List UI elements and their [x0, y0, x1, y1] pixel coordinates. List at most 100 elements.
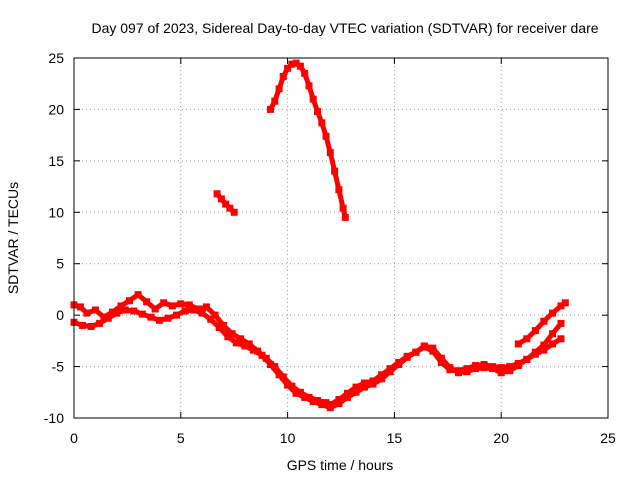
data-point: [288, 60, 296, 68]
data-point: [557, 335, 565, 343]
y-tick-label: 10: [48, 204, 64, 220]
y-tick-label: 20: [48, 101, 64, 117]
chart-title: Day 097 of 2023, Sidereal Day-to-day VTE…: [91, 20, 598, 36]
data-point: [369, 380, 377, 388]
data-point: [420, 342, 428, 350]
x-tick-label: 20: [493, 430, 509, 446]
data-point: [343, 393, 351, 401]
data-point: [177, 300, 185, 308]
data-point: [506, 363, 514, 371]
data-point: [437, 354, 445, 362]
series-arc-4: [213, 190, 238, 216]
x-tick-label: 5: [177, 430, 185, 446]
data-point: [228, 330, 236, 338]
data-point: [296, 62, 304, 70]
data-point: [211, 311, 219, 319]
data-point: [213, 190, 221, 198]
data-point: [275, 85, 283, 93]
data-point: [279, 73, 287, 80]
data-point: [198, 309, 206, 317]
data-point: [296, 388, 304, 396]
data-point: [155, 316, 163, 324]
data-point: [489, 365, 497, 373]
data-point: [429, 344, 437, 352]
data-point: [412, 348, 420, 356]
data-point: [326, 149, 334, 157]
data-point: [549, 309, 556, 317]
data-points: [70, 59, 569, 412]
x-tick-label: 0: [70, 430, 78, 446]
data-point: [463, 368, 471, 376]
data-point: [207, 315, 215, 323]
data-point: [557, 319, 565, 327]
data-point: [335, 186, 343, 194]
data-point: [523, 355, 531, 363]
data-point: [309, 398, 317, 405]
data-point: [326, 404, 334, 412]
series-trace: [71, 292, 564, 408]
data-point: [91, 306, 99, 314]
data-point: [271, 97, 279, 105]
y-tick-label: 5: [56, 256, 64, 272]
data-point: [245, 340, 253, 348]
data-point: [506, 367, 514, 375]
data-point: [117, 302, 125, 310]
data-point: [230, 208, 238, 216]
grid: [74, 58, 608, 418]
data-point: [292, 389, 300, 397]
y-tick-label: 15: [48, 153, 64, 169]
ticks: 0 5 10 15 20 25 -10 -5 0 5 10 15 20 25: [44, 50, 616, 446]
data-point: [79, 321, 86, 329]
data-point: [314, 108, 321, 115]
x-tick-label: 10: [280, 430, 296, 446]
data-point: [318, 401, 326, 409]
data-point: [185, 301, 193, 309]
data-point: [217, 195, 225, 203]
data-point: [549, 340, 556, 348]
x-tick-label: 25: [600, 430, 616, 446]
y-tick-label: -5: [52, 359, 65, 375]
data-point: [237, 335, 245, 343]
data-point: [361, 379, 368, 387]
data-point: [335, 396, 343, 403]
data-point: [301, 69, 309, 77]
data-point: [202, 303, 210, 311]
series-arc-2: [70, 306, 565, 412]
data-point: [309, 95, 317, 103]
data-point: [249, 346, 257, 354]
data-point: [378, 375, 386, 383]
data-point: [514, 340, 522, 348]
data-point: [241, 342, 249, 350]
series-arc-5: [267, 59, 349, 221]
data-point: [83, 309, 91, 317]
data-point: [361, 383, 368, 391]
data-point: [108, 308, 116, 316]
data-point: [160, 299, 168, 307]
data-point: [437, 359, 445, 366]
data-point: [168, 302, 176, 310]
data-point: [143, 298, 151, 306]
data-point: [540, 341, 548, 349]
data-point: [531, 348, 539, 356]
data-point: [267, 105, 274, 113]
data-point: [220, 321, 227, 329]
data-point: [531, 327, 539, 335]
data-point: [322, 399, 330, 407]
data-point: [523, 335, 531, 343]
data-point: [341, 213, 349, 221]
data-point: [284, 381, 292, 389]
data-point: [514, 362, 522, 369]
data-point: [104, 314, 112, 322]
data-point: [378, 371, 386, 379]
data-point: [549, 330, 556, 338]
data-point: [301, 393, 309, 401]
data-point: [147, 313, 155, 321]
data-point: [561, 299, 569, 307]
y-axis-label: SDTVAR / TECUs: [5, 182, 21, 294]
y-tick-label: 0: [56, 307, 64, 323]
data-point: [222, 200, 230, 208]
series-trace: [71, 307, 564, 411]
y-tick-label: 25: [48, 50, 64, 66]
series-arc-3: [514, 299, 569, 348]
